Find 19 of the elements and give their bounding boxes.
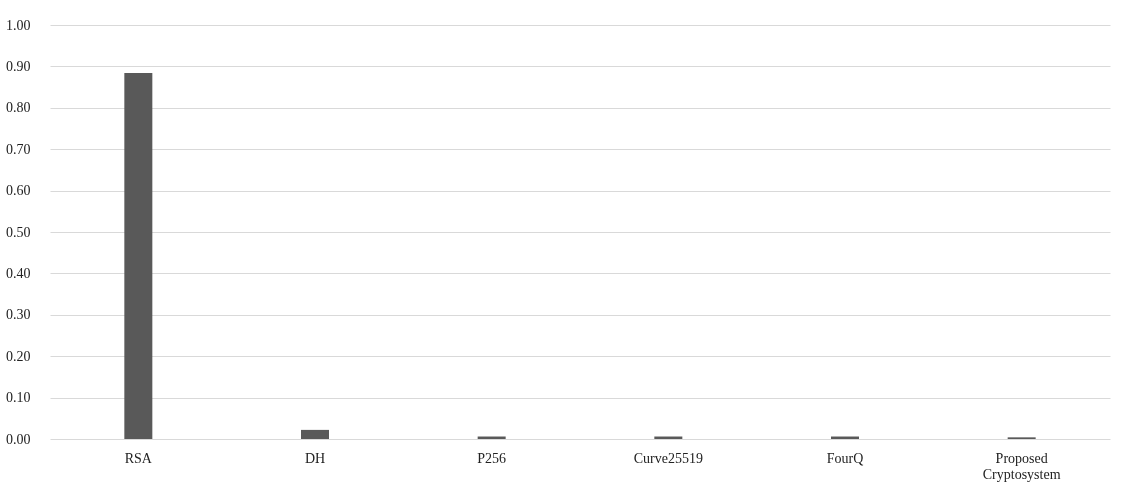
x-tick-label: Proposed Cryptosystem	[982, 450, 1061, 482]
y-tick-label: 1.00	[6, 17, 31, 33]
y-tick-label: 0.90	[6, 58, 31, 74]
bar	[124, 73, 153, 439]
x-tick-label: DH	[304, 450, 326, 466]
x-tick-label: P256	[477, 450, 507, 466]
y-tick-label: 0.40	[6, 265, 31, 281]
x-tick-label: Curve25519	[633, 450, 703, 466]
bar	[301, 429, 329, 439]
x-tick-label: RSA	[124, 450, 153, 466]
x-tick-label: FourQ	[826, 450, 864, 466]
y-tick-label: 0.30	[6, 307, 31, 323]
y-tick-label: 0.60	[6, 183, 31, 199]
y-tick-label: 0.70	[6, 141, 31, 157]
y-tick-label: 0.20	[6, 348, 31, 364]
y-tick-label: 0.00	[6, 431, 31, 447]
y-tick-label: 0.80	[6, 100, 31, 116]
y-tick-label: 0.10	[6, 390, 31, 406]
y-tick-label: 0.50	[6, 224, 31, 240]
